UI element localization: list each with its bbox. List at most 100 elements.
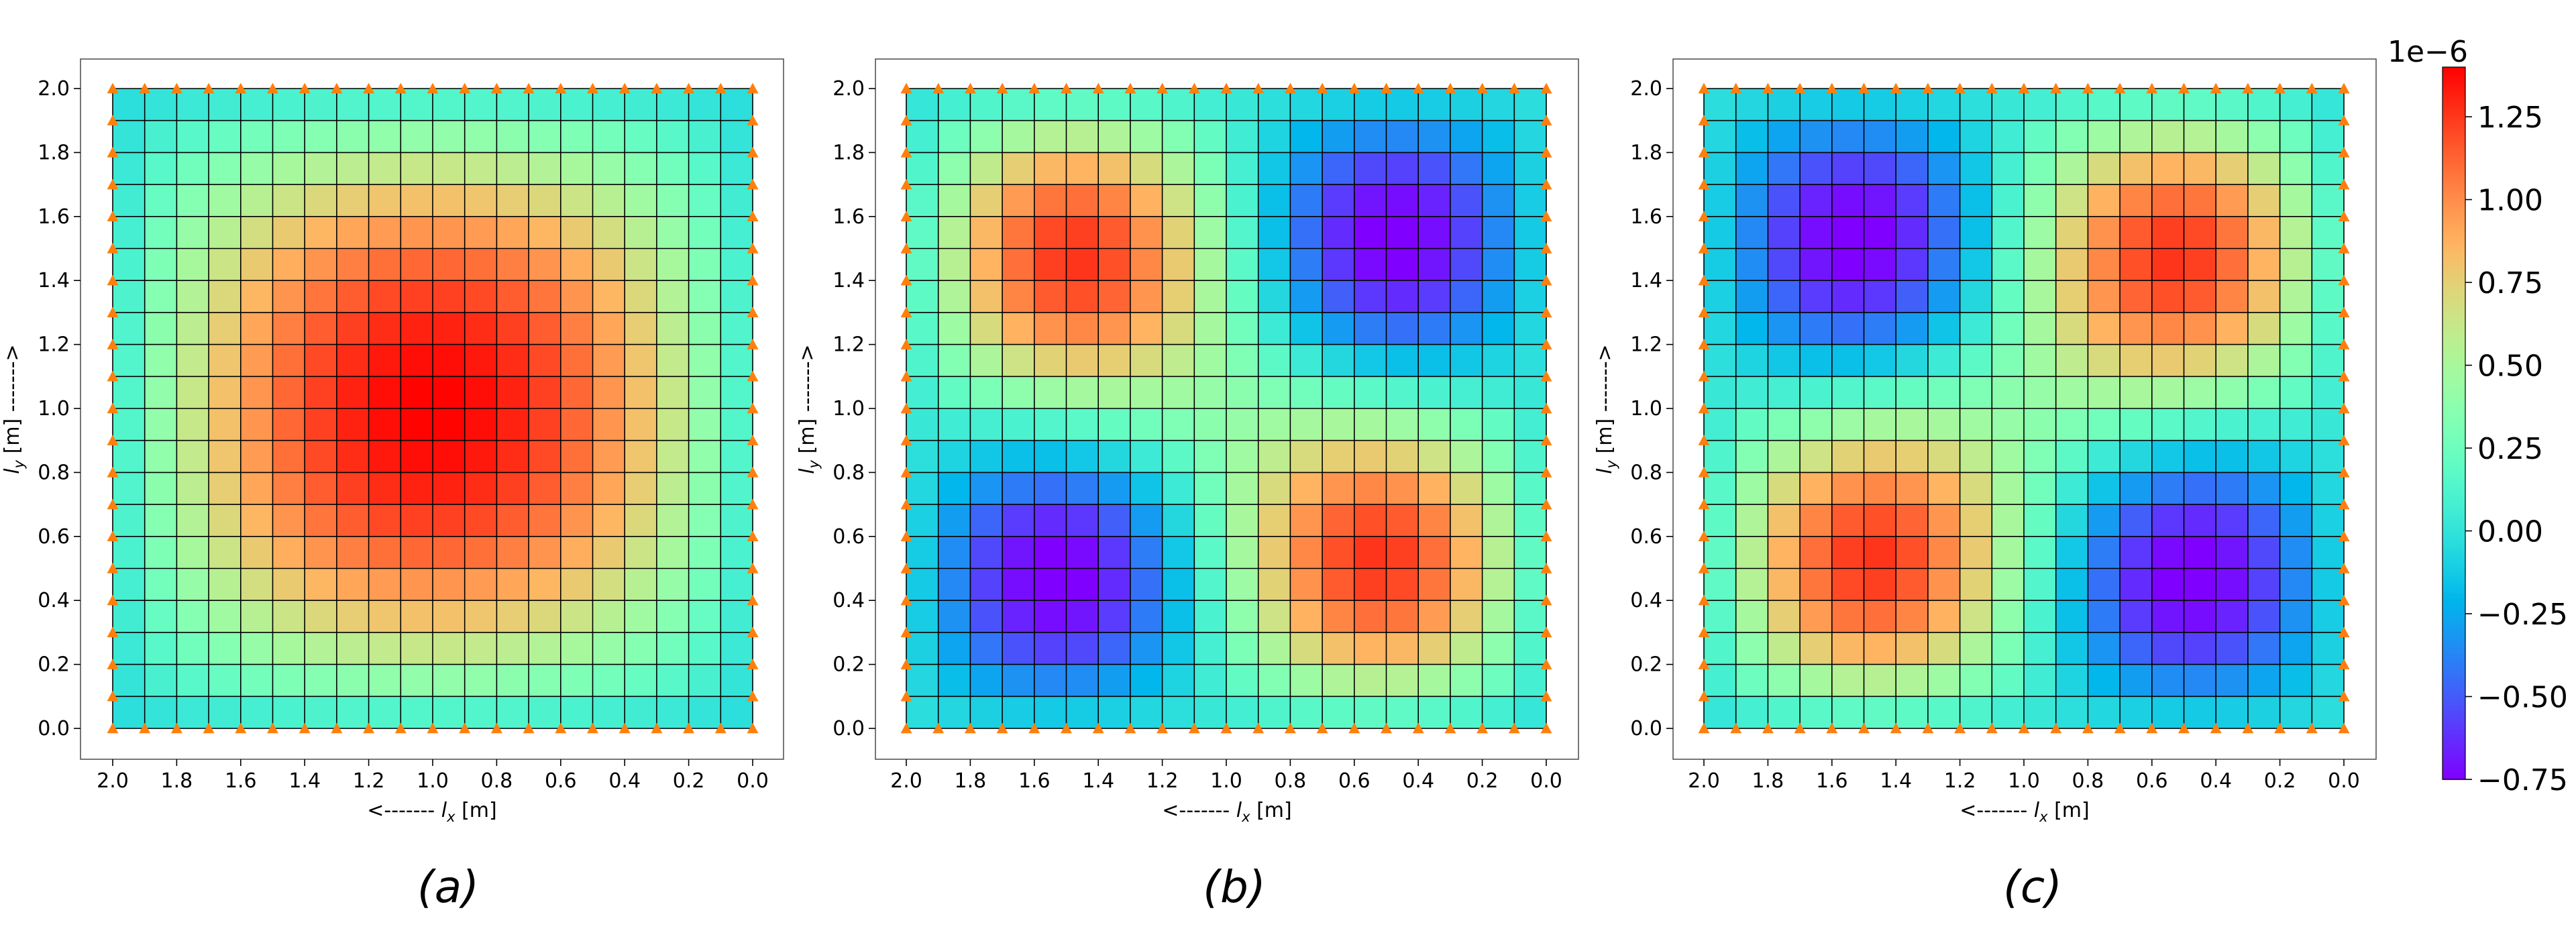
support-triangle: [107, 274, 119, 286]
heatmap-cell: [625, 312, 657, 345]
heatmap-cell: [496, 312, 529, 345]
colorbar-segment: [2443, 150, 2465, 154]
heatmap-cell: [1704, 696, 1737, 729]
heatmap-cell: [560, 89, 594, 121]
heatmap-cell: [560, 280, 594, 313]
y-axis: 0.00.20.40.60.81.01.21.41.61.82.0: [38, 77, 80, 740]
heatmap-cell: [1992, 600, 2025, 633]
support-triangle: [747, 531, 759, 542]
heatmap-cell: [1386, 536, 1419, 569]
heatmap-cell: [1450, 376, 1483, 409]
heatmap-cells: [906, 89, 1547, 729]
heatmap-cell: [1450, 440, 1483, 473]
heatmap-cell: [688, 184, 721, 217]
heatmap-cell: [560, 664, 594, 697]
heatmap-cell: [113, 472, 146, 505]
support-triangle: [363, 82, 375, 94]
heatmap-cell: [1130, 344, 1163, 377]
heatmap-cell: [1322, 344, 1355, 377]
heatmap-cell: [1034, 152, 1067, 185]
heatmap-cell: [529, 280, 561, 313]
colorbar-segment: [2443, 335, 2465, 339]
heatmap-cell: [305, 216, 337, 250]
heatmap-cell: [1322, 440, 1355, 473]
y-tick-label: 0.4: [1630, 589, 1662, 612]
heatmap-cell: [2279, 568, 2312, 601]
heatmap-cell: [1831, 312, 1865, 345]
heatmap-cell: [464, 472, 497, 505]
colorbar-segment: [2443, 442, 2465, 445]
colorbar-segment: [2443, 478, 2465, 481]
heatmap-cell: [1927, 89, 1961, 121]
heatmap-cell: [938, 216, 971, 250]
colorbar-segment: [2443, 392, 2465, 396]
heatmap-cell: [1098, 440, 1131, 473]
heatmap-cell: [1927, 632, 1961, 665]
heatmap-cell: [1960, 696, 1992, 729]
colorbar-segment: [2443, 174, 2465, 177]
heatmap-cell: [368, 504, 401, 537]
support-triangle: [714, 82, 727, 94]
heatmap-cell: [1864, 89, 1896, 121]
heatmap-cell: [1258, 120, 1291, 153]
support-triangle: [1412, 722, 1424, 734]
heatmap-cell: [2151, 696, 2185, 729]
heatmap-cell: [1992, 472, 2025, 505]
heatmap-cell: [1704, 504, 1737, 537]
heatmap-cell: [1002, 696, 1035, 729]
heatmap-cell: [336, 408, 370, 441]
heatmap-cell: [1034, 344, 1067, 377]
heatmap-cell: [2024, 440, 2057, 473]
heatmap-cell: [2055, 568, 2088, 601]
heatmap-cell: [400, 664, 433, 697]
heatmap-cell: [529, 184, 561, 217]
heatmap-cell: [1194, 89, 1227, 121]
support-triangle: [1826, 82, 1838, 94]
heatmap-cell: [1098, 632, 1131, 665]
heatmap-cell: [688, 152, 721, 185]
heatmap-cell: [656, 248, 690, 281]
heatmap-cell: [1226, 568, 1259, 601]
heatmap-cell: [1002, 440, 1035, 473]
heatmap-cell: [1034, 408, 1067, 441]
heatmap-cell: [2055, 216, 2088, 250]
heatmap-cell: [1482, 280, 1515, 313]
support-triangle: [2082, 722, 2094, 734]
colorbar-segment: [2443, 349, 2465, 353]
heatmap-cell: [1258, 536, 1291, 569]
heatmap-cell: [1735, 376, 1768, 409]
colorbar-segment: [2443, 480, 2465, 484]
heatmap-cell: [1960, 312, 1992, 345]
heatmap-cell: [1034, 216, 1067, 250]
heatmap-cell: [688, 472, 721, 505]
support-triangle: [299, 722, 311, 734]
support-triangle: [747, 339, 759, 349]
heatmap-cell: [1322, 152, 1355, 185]
heatmap-cell: [592, 568, 625, 601]
heatmap-cell: [2151, 89, 2185, 121]
support-triangle: [107, 243, 119, 254]
colorbar-segment: [2443, 513, 2465, 516]
heatmap-cell: [1226, 664, 1259, 697]
heatmap-cell: [1927, 120, 1961, 153]
heatmap-cell: [1386, 312, 1419, 345]
heatmap-cell: [240, 504, 274, 537]
colorbar-segment: [2443, 622, 2465, 626]
heatmap-cell: [240, 472, 274, 505]
support-triangle: [2242, 722, 2254, 734]
heatmap-cell: [1927, 216, 1961, 250]
heatmap-cell: [368, 312, 401, 345]
heatmap-cell: [592, 89, 625, 121]
heatmap-cell: [1130, 120, 1163, 153]
heatmap-cell: [2312, 376, 2345, 409]
heatmap-cell: [1896, 216, 1929, 250]
colorbar-segment: [2443, 190, 2465, 194]
heatmap-cell: [1450, 600, 1483, 633]
heatmap-cell: [2312, 344, 2345, 377]
heatmap-cell: [1992, 152, 2025, 185]
colorbar-segment: [2443, 154, 2465, 158]
heatmap-cell: [2151, 248, 2185, 281]
heatmap-cell: [2120, 152, 2153, 185]
heatmap-cell: [2216, 216, 2249, 250]
colorbar-segment: [2443, 217, 2465, 220]
